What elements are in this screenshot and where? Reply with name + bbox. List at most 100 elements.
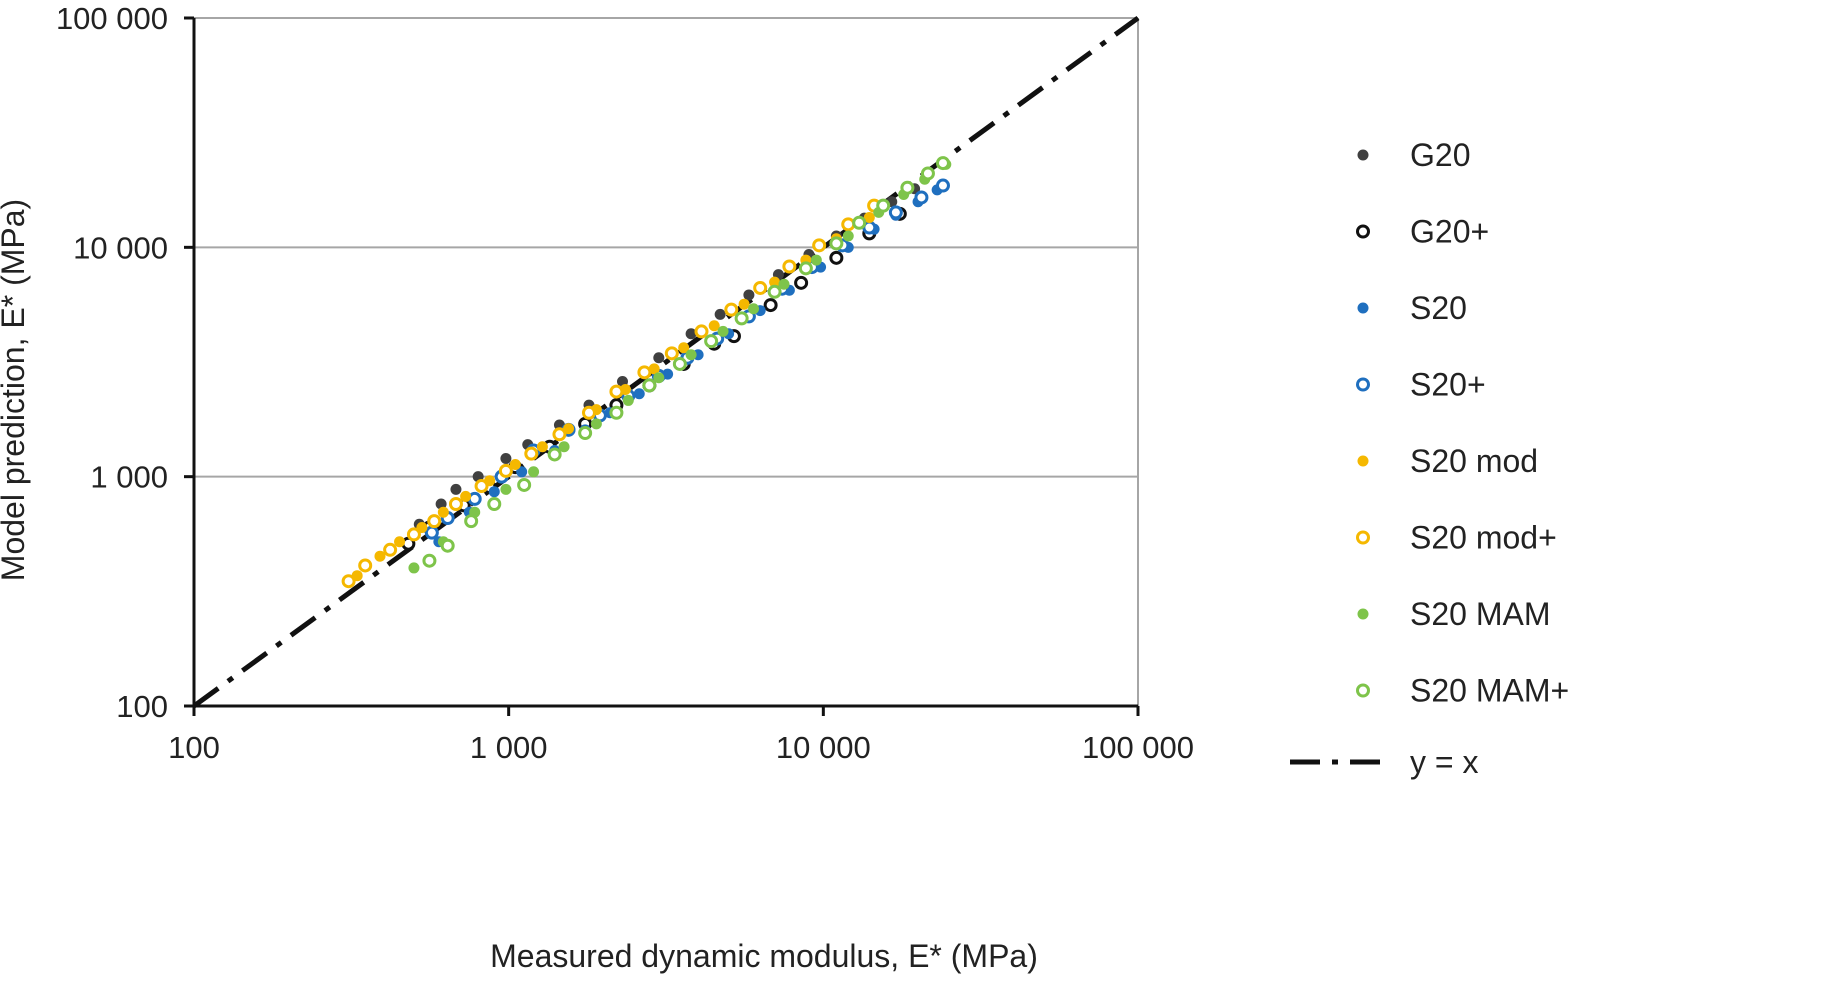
data-point bbox=[767, 284, 782, 299]
data-point bbox=[488, 486, 500, 498]
data-point bbox=[406, 527, 421, 542]
data-point bbox=[812, 238, 827, 253]
data-point bbox=[920, 166, 935, 181]
data-point bbox=[516, 466, 528, 478]
x-tick-label: 10 000 bbox=[776, 730, 871, 765]
data-point bbox=[581, 405, 596, 420]
legend-label: y = x bbox=[1410, 744, 1478, 780]
legend: G20 G20+ S20 S20+ S20 mod S20 mod+ S20 MAM S20 … bbox=[1290, 137, 1569, 780]
data-point bbox=[664, 346, 679, 361]
data-point bbox=[547, 447, 562, 462]
data-point bbox=[500, 453, 512, 465]
data-point bbox=[863, 211, 875, 223]
data-point bbox=[558, 441, 570, 453]
data-point bbox=[778, 278, 790, 290]
data-point bbox=[810, 254, 822, 266]
y-tick-label: 100 000 bbox=[56, 1, 168, 36]
data-point bbox=[782, 259, 797, 274]
data-point bbox=[738, 298, 750, 310]
data-point bbox=[753, 280, 768, 295]
data-point bbox=[408, 562, 420, 574]
data-point bbox=[374, 550, 386, 562]
data-point bbox=[704, 334, 719, 349]
data-point bbox=[672, 356, 687, 371]
data-points bbox=[341, 156, 952, 589]
data-point bbox=[517, 477, 532, 492]
legend-label: G20 bbox=[1410, 137, 1470, 173]
data-point bbox=[590, 418, 602, 430]
data-point bbox=[437, 506, 449, 518]
legend-label: S20 bbox=[1410, 290, 1467, 326]
data-point bbox=[500, 483, 512, 495]
x-axis-title: Measured dynamic modulus, E* (MPa) bbox=[490, 938, 1038, 974]
legend-label: S20 mod+ bbox=[1410, 520, 1557, 556]
data-point bbox=[653, 372, 665, 384]
data-point bbox=[450, 483, 462, 495]
legend-marker bbox=[1356, 224, 1370, 239]
data-point bbox=[724, 302, 739, 317]
data-point bbox=[578, 426, 593, 441]
legend-label: S20+ bbox=[1410, 367, 1486, 403]
legend-label: S20 MAM bbox=[1410, 596, 1550, 632]
data-point bbox=[524, 446, 539, 461]
legend-marker bbox=[1357, 455, 1369, 467]
data-point bbox=[708, 320, 720, 332]
data-point bbox=[653, 352, 665, 364]
data-point bbox=[763, 298, 778, 313]
data-point bbox=[637, 365, 652, 380]
data-point bbox=[424, 525, 439, 540]
data-point bbox=[394, 536, 406, 548]
data-point bbox=[622, 394, 634, 406]
y-tick-label: 10 000 bbox=[73, 230, 168, 265]
series-6 bbox=[408, 158, 952, 574]
legend-marker bbox=[1356, 683, 1370, 698]
data-point bbox=[841, 217, 856, 232]
data-point bbox=[563, 423, 575, 435]
series-5 bbox=[341, 198, 882, 589]
x-tick-label: 100 000 bbox=[1082, 730, 1194, 765]
data-point bbox=[852, 215, 867, 230]
data-point bbox=[685, 328, 697, 340]
data-point bbox=[448, 497, 463, 512]
data-point bbox=[609, 384, 624, 399]
data-point bbox=[734, 311, 749, 326]
data-point bbox=[685, 349, 697, 361]
data-point bbox=[888, 205, 903, 220]
data-point bbox=[427, 514, 442, 529]
legend-label: S20 mod bbox=[1410, 443, 1538, 479]
data-point bbox=[498, 463, 513, 478]
data-point bbox=[648, 363, 660, 375]
data-point bbox=[509, 458, 521, 470]
legend-marker bbox=[1357, 302, 1369, 314]
series-7 bbox=[422, 156, 950, 568]
data-point bbox=[552, 427, 567, 442]
data-point bbox=[769, 276, 781, 288]
data-point bbox=[842, 230, 854, 242]
reference-line-layer bbox=[192, 15, 1140, 709]
legend-label: G20+ bbox=[1410, 214, 1489, 250]
data-point bbox=[358, 558, 373, 573]
reference-line-y-equals-x bbox=[192, 15, 1140, 709]
data-point bbox=[383, 542, 398, 557]
data-point bbox=[717, 325, 729, 337]
data-point bbox=[528, 466, 540, 478]
x-tick-label: 100 bbox=[168, 730, 220, 765]
data-point bbox=[914, 190, 929, 205]
data-point bbox=[694, 324, 709, 339]
data-point bbox=[829, 236, 844, 251]
axes bbox=[184, 16, 1140, 716]
legend-marker bbox=[1357, 149, 1369, 161]
data-point bbox=[714, 308, 726, 320]
data-point bbox=[829, 250, 844, 265]
y-axis-title: Model prediction, E* (MPa) bbox=[0, 199, 31, 581]
data-point bbox=[743, 289, 755, 301]
data-point bbox=[935, 156, 950, 171]
data-point bbox=[341, 574, 356, 589]
data-point bbox=[464, 514, 479, 529]
data-point bbox=[798, 261, 813, 276]
data-point bbox=[440, 538, 455, 553]
data-point bbox=[474, 479, 489, 494]
legend-marker bbox=[1356, 377, 1370, 392]
